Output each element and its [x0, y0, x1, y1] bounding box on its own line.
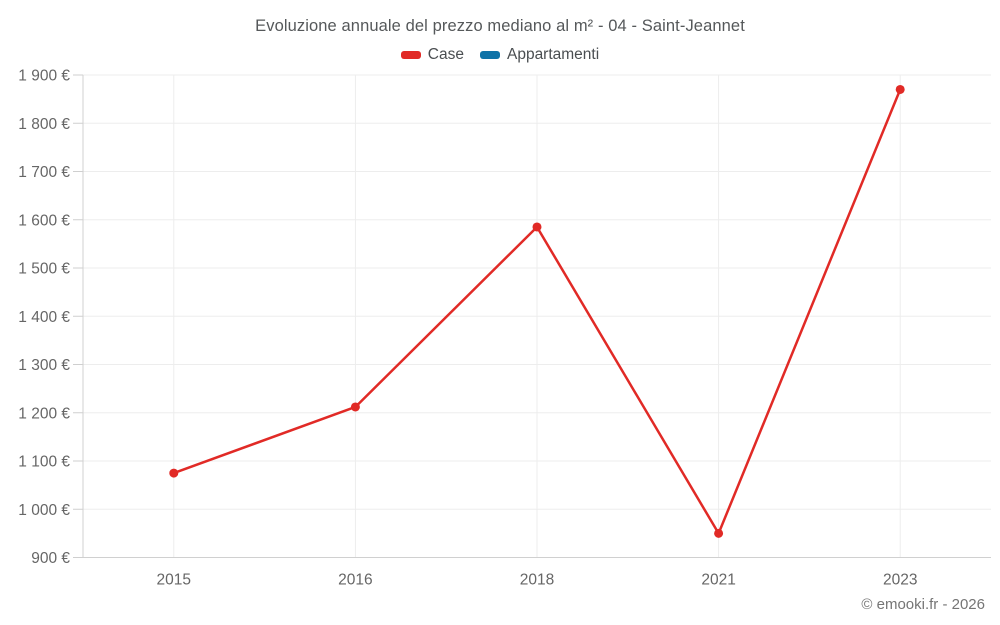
copyright-text: © emooki.fr - 2026	[861, 596, 985, 613]
x-axis-label: 2023	[883, 572, 917, 589]
legend-label-appartamenti: Appartamenti	[506, 46, 600, 63]
chart-legend: Case Appartamenti	[0, 46, 1000, 64]
y-axis-label: 1 100 €	[18, 454, 70, 471]
legend-item-appartamenti[interactable]: Appartamenti	[479, 46, 600, 64]
y-axis-label: 1 700 €	[18, 164, 70, 181]
data-point-case	[895, 84, 905, 94]
x-axis-label: 2015	[157, 572, 191, 589]
appartamenti-series-swatch-icon	[479, 51, 500, 59]
y-axis-label: 1 800 €	[18, 116, 70, 133]
x-axis-label: 2018	[520, 572, 554, 589]
y-axis-label: 1 500 €	[18, 261, 70, 278]
data-point-case	[350, 402, 360, 412]
y-axis-label: 1 600 €	[18, 212, 70, 229]
case-series-swatch-icon	[400, 51, 421, 59]
y-axis-label: 1 900 €	[18, 68, 70, 85]
data-point-case	[714, 528, 724, 538]
x-axis-label: 2021	[701, 572, 735, 589]
legend-item-case[interactable]: Case	[400, 46, 464, 64]
data-point-case	[169, 468, 179, 478]
y-axis-label: 1 200 €	[18, 405, 70, 422]
y-axis-label: 1 300 €	[18, 357, 70, 374]
y-axis-label: 1 400 €	[18, 309, 70, 326]
data-point-case	[532, 222, 542, 232]
y-axis-label: 900 €	[31, 550, 70, 567]
x-axis-label: 2016	[338, 572, 372, 589]
y-axis-label: 1 000 €	[18, 502, 70, 519]
legend-label-case: Case	[427, 46, 464, 63]
chart-title: Evoluzione annuale del prezzo mediano al…	[255, 17, 745, 35]
